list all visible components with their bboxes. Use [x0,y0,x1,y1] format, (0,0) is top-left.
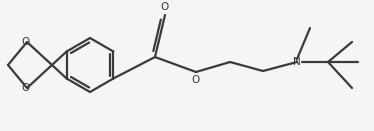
Text: O: O [22,37,30,47]
Text: O: O [161,2,169,12]
Text: N: N [293,57,301,67]
Text: O: O [192,75,200,85]
Text: O: O [22,83,30,93]
